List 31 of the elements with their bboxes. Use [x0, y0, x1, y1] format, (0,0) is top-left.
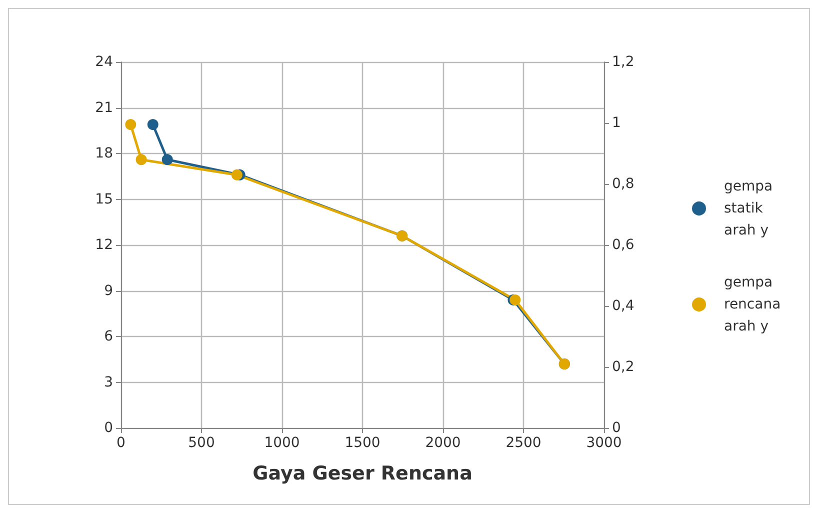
y-tick-label: 12: [95, 237, 113, 253]
point: [147, 119, 158, 130]
y-tick-label: 24: [95, 54, 114, 70]
y-tick-label: 15: [95, 191, 113, 208]
point: [125, 119, 136, 130]
point: [162, 154, 173, 166]
y-tick-label: 6: [104, 328, 114, 344]
y2-tick-label: 0,2: [612, 359, 634, 375]
y2-tick-label: 0,8: [612, 176, 634, 192]
legend-label: gempa statik arah y: [724, 178, 778, 238]
y2-tick-label: 0,6: [612, 237, 634, 253]
x-tick-label: 500: [188, 435, 215, 451]
y-tick-label: 9: [104, 282, 113, 299]
y-tick-label: 0: [104, 420, 113, 436]
x-axis-title: Gaya Geser Rencana: [252, 462, 472, 484]
y-tick-label: 18: [95, 146, 113, 162]
y-tick-label: 3: [104, 374, 113, 390]
y2-tick-label: 1,2: [612, 54, 634, 70]
legend-label: gempa rencana arah y: [724, 274, 786, 334]
x-tick-label: 0: [116, 435, 126, 451]
point: [231, 169, 242, 180]
x-tick-label: 1500: [344, 435, 380, 451]
x-tick-label: 2500: [506, 435, 542, 451]
x-tick-label: 1000: [264, 435, 300, 451]
y-tick-label: 21: [95, 100, 113, 116]
y2-tick-label: 1: [612, 115, 621, 131]
point: [136, 154, 147, 166]
x-tick-label: 3000: [586, 435, 622, 451]
x-tick-label: 2000: [425, 435, 461, 451]
y2-tick-label: 0,4: [612, 298, 634, 314]
y2-tick-label: 0: [612, 420, 621, 436]
